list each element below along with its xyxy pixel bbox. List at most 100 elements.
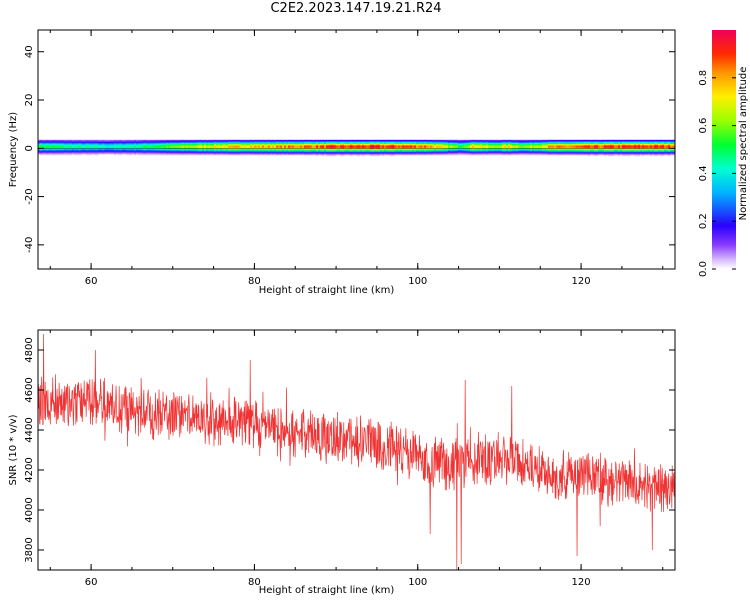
spectrogram-cell: [94, 151, 97, 153]
spectrogram-cell: [408, 141, 411, 144]
spectrogram-cell: [64, 144, 67, 146]
spectrogram-cell: [600, 148, 603, 150]
spectrogram-cell: [48, 141, 51, 144]
spectrogram-cell: [116, 150, 119, 152]
spectrogram-cell: [356, 143, 359, 145]
spectrogram-cell: [128, 151, 131, 153]
spectrogram-cell: [104, 139, 107, 142]
spectrogram-cell: [264, 149, 267, 151]
spectrogram-cell: [498, 152, 501, 154]
spectrogram-cell: [476, 151, 479, 153]
spectrogram-cell: [610, 142, 613, 144]
spectrogram-cell: [148, 152, 151, 154]
spectrogram-cell: [130, 152, 133, 155]
spectrogram-cell: [558, 142, 561, 144]
spectrogram-cell: [70, 140, 73, 143]
spectrogram-cell: [550, 142, 553, 144]
spectrogram-cell: [216, 144, 219, 146]
spectrogram-cell: [424, 143, 427, 145]
spectrogram-cell: [82, 151, 85, 153]
spectrogram-cell: [410, 139, 413, 142]
spectrogram-cell: [614, 149, 617, 151]
spectrogram-cell: [250, 152, 253, 155]
spectrogram-cell: [438, 143, 441, 145]
spectrogram-cell: [394, 148, 397, 150]
spectrogram-cell: [630, 152, 633, 155]
spectrogram-cell: [560, 146, 563, 148]
spectrogram-cell: [462, 146, 465, 148]
spectrogram-cell: [420, 151, 423, 153]
spectrogram-cell: [104, 144, 107, 146]
spectrogram-cell: [532, 139, 535, 142]
spectrogram-cell: [438, 142, 441, 144]
spectrogram-cell: [636, 148, 639, 150]
spectrogram-cell: [144, 145, 147, 147]
spectrogram-cell: [88, 148, 91, 150]
spectrogram-cell: [84, 143, 87, 145]
spectrogram-cell: [458, 142, 461, 144]
spectrogram-cell: [82, 144, 85, 146]
spectrogram-cell: [584, 140, 587, 143]
spectrogram-cell: [656, 145, 659, 147]
spectrogram-cell: [510, 148, 513, 150]
spectrogram-cell: [414, 149, 417, 151]
spectrogram-cell: [68, 142, 71, 144]
spectrogram-cell: [410, 151, 413, 153]
spectrogram-cell: [630, 140, 633, 143]
spectrogram-cell: [548, 145, 551, 147]
spectrogram-cell: [526, 150, 529, 152]
spectrogram-cell: [632, 152, 635, 155]
spectrogram-cell: [514, 139, 517, 142]
spectrogram-cell: [44, 149, 47, 151]
spectrogram-cell: [562, 141, 565, 144]
spectrogram-cell: [448, 152, 451, 155]
spectrogram-cell: [78, 153, 81, 156]
spectrogram-cell: [146, 144, 149, 146]
spectrogram-cell: [588, 143, 591, 145]
spectrogram-cell: [590, 150, 593, 152]
spectrogram-cell: [612, 148, 615, 150]
spectrogram-cell: [276, 140, 279, 143]
spectrogram-cell: [180, 145, 183, 147]
spectrogram-cell: [186, 140, 189, 143]
spectrogram-cell: [270, 152, 273, 154]
spectrogram-cell: [340, 149, 343, 151]
spectrogram-cell: [476, 148, 479, 150]
spectrogram-cell: [576, 145, 579, 147]
spectrogram-cell: [386, 152, 389, 155]
spectrogram-cell: [476, 145, 479, 147]
spectrogram-cell: [270, 145, 273, 147]
spectrogram-cell: [566, 150, 569, 152]
spectrogram-cell: [470, 152, 473, 154]
spectrogram-cell: [320, 140, 323, 143]
spectrogram-cell: [574, 139, 577, 142]
spectrogram-cell: [144, 153, 147, 156]
spectrogram-cell: [190, 145, 193, 147]
spectrogram-cell: [600, 142, 603, 144]
spectrogram-cell: [58, 149, 61, 151]
spectrogram-cell: [542, 141, 545, 144]
spectrogram-cell: [194, 148, 197, 150]
spectrogram-cell: [210, 144, 213, 146]
spectrogram-cell: [468, 142, 471, 144]
spectrogram-cell: [316, 154, 319, 157]
spectrogram-cell: [564, 146, 567, 148]
spectrogram-cell: [134, 149, 137, 151]
spectrogram-cell: [556, 152, 559, 154]
spectrogram-cell: [332, 153, 335, 156]
spectrogram-cell: [408, 140, 411, 143]
spectrogram-cell: [480, 152, 483, 155]
spectrogram-cell: [46, 146, 49, 148]
spectrogram-cell: [378, 148, 381, 150]
spectrogram-cell: [358, 152, 361, 155]
spectrogram-cell: [302, 151, 305, 153]
spectrogram-cell: [316, 151, 319, 153]
spectrogram-cell: [402, 148, 405, 150]
spectrogram-cell: [132, 144, 135, 146]
spectrogram-cell: [186, 144, 189, 146]
spectrogram-cell: [348, 151, 351, 153]
spectrogram-cell: [588, 140, 591, 143]
spectrogram-cell: [386, 152, 389, 154]
spectrogram-cell: [296, 142, 299, 144]
spectrogram-cell: [326, 141, 329, 144]
